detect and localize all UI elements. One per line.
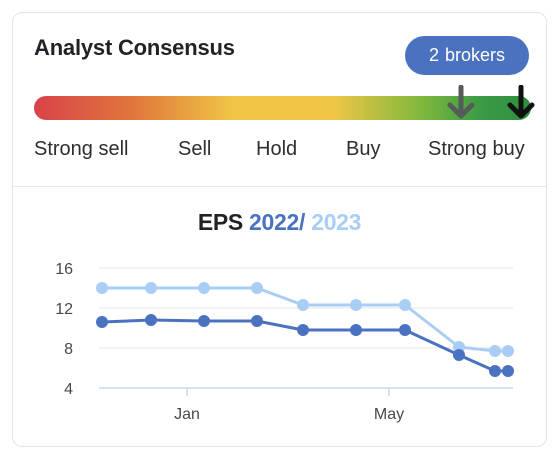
eps-chart-title: EPS 2022/ 2023 [13, 209, 546, 236]
data-point-2022 [453, 349, 465, 361]
data-point-2023 [399, 299, 411, 311]
brokers-label: brokers [444, 45, 506, 65]
data-point-2023 [145, 282, 157, 294]
data-point-2023 [198, 282, 210, 294]
chart-series [96, 282, 514, 377]
eps-line-chart: 16 12 8 4 Jan May [55, 261, 514, 423]
data-point-2022 [96, 316, 108, 328]
eps-year-2023[interactable]: 2023 [311, 209, 362, 235]
brokers-count: 2 [428, 45, 439, 65]
data-point-2022 [489, 365, 501, 377]
data-point-2022 [350, 324, 362, 336]
data-point-2023 [489, 345, 501, 357]
series-line-2023 [102, 286, 508, 353]
x-tick-label: May [374, 406, 404, 423]
data-point-2023 [297, 299, 309, 311]
series-line-2022 [101, 318, 508, 373]
consensus-section: Analyst Consensus 2 brokers Strong sell S… [13, 13, 546, 187]
scale-label-strong-sell: Strong sell [34, 138, 129, 160]
chart-axes: 16 12 8 4 Jan May [55, 261, 513, 423]
x-tick-label: Jan [174, 406, 200, 423]
data-point-2022 [502, 365, 514, 377]
scale-label-hold: Hold [256, 138, 298, 160]
y-tick-label: 12 [55, 301, 73, 318]
consensus-scale: Strong sell Sell Hold Buy Strong buy [13, 138, 546, 164]
y-tick-label: 16 [55, 261, 73, 278]
eps-year-separator: / [299, 209, 306, 235]
data-point-2022 [399, 324, 411, 336]
eps-label: EPS [197, 209, 243, 235]
data-point-2023 [96, 282, 108, 294]
arrow-down-icon [447, 85, 475, 119]
card-title: Analyst Consensus [34, 35, 235, 60]
data-point-2022 [198, 315, 210, 327]
eps-year-2022[interactable]: 2022 [249, 209, 300, 235]
data-point-2022 [297, 324, 309, 336]
y-tick-label: 8 [64, 341, 73, 358]
analyst-card: Analyst Consensus 2 brokers Strong sell S… [12, 12, 547, 447]
arrow-down-icon [507, 85, 535, 119]
data-point-2022 [251, 315, 263, 327]
data-point-2023 [251, 282, 263, 294]
consensus-gradient-bar [34, 96, 531, 120]
y-tick-label: 4 [64, 381, 73, 398]
scale-label-buy: Buy [346, 138, 381, 160]
data-point-2023 [502, 345, 514, 357]
scale-label-strong-buy: Strong buy [428, 138, 525, 160]
data-point-2022 [145, 314, 157, 326]
brokers-badge[interactable]: 2 brokers [405, 36, 529, 75]
scale-label-sell: Sell [178, 138, 212, 160]
data-point-2023 [350, 299, 362, 311]
